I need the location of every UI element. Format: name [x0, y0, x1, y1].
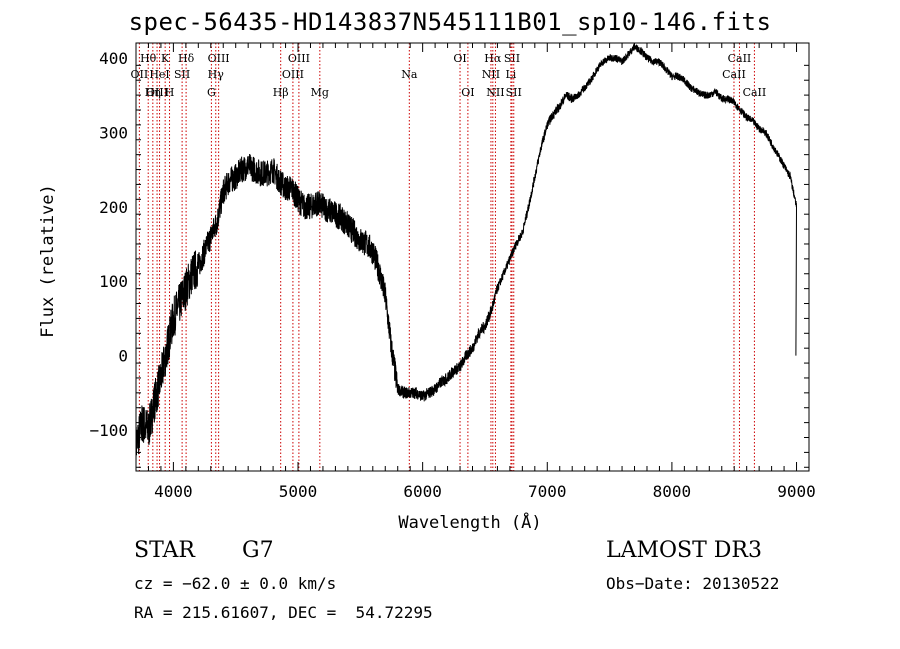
- marker-label: Hδ: [178, 52, 195, 65]
- marker-label: H: [165, 86, 175, 99]
- marker-label: Mg: [311, 86, 329, 99]
- x-tick-label: 8000: [653, 482, 692, 501]
- obs-date: Obs−Date: 20130522: [606, 574, 780, 593]
- survey-name: LAMOST DR3: [606, 538, 762, 563]
- series-layer: [135, 43, 798, 466]
- marker-label: CaII: [722, 68, 746, 81]
- x-tick-label: 7000: [528, 482, 567, 501]
- chart-title: spec-56435-HD143837N545111B01_sp10-146.f…: [128, 8, 772, 36]
- marker-label: HeI: [149, 68, 169, 81]
- marker-label: SII: [506, 86, 522, 99]
- redshift-cz: cz = −62.0 ± 0.0 km/s: [134, 574, 337, 593]
- plot-frame: [135, 42, 810, 472]
- y-axis-label: Flux (relative): [38, 184, 58, 338]
- marker-label: OIII: [208, 52, 230, 65]
- marker-label: NII: [482, 68, 500, 81]
- marker-label: OII: [131, 68, 149, 81]
- coordinates: RA = 215.61607, DEC = 54.72295: [134, 603, 433, 622]
- marker-label: NII: [486, 86, 504, 99]
- marker-label: Hγ: [208, 68, 225, 81]
- x-tick-label: 9000: [777, 482, 816, 501]
- y-tick-label: −100: [89, 421, 128, 440]
- ticks: 4000 5000 6000 7000 8000 9000 −100 0 100 200 300 40…: [89, 43, 816, 501]
- marker-label: Li: [505, 68, 516, 81]
- marker-label: SII: [174, 68, 190, 81]
- marker-label: Hβ: [273, 86, 289, 99]
- marker-label: OIII: [288, 52, 310, 65]
- y-tick-label: 200: [99, 198, 128, 217]
- x-tick-label: 6000: [403, 482, 442, 501]
- y-tick-label: 400: [99, 49, 128, 68]
- marker-label: SII: [504, 52, 520, 65]
- y-tick-label: 0: [118, 347, 128, 366]
- object-class: STAR: [134, 538, 195, 563]
- x-tick-label: 4000: [154, 482, 193, 501]
- spectrum-line: [135, 43, 798, 466]
- x-tick-label: 5000: [279, 482, 318, 501]
- axes: [135, 42, 810, 472]
- marker-label: Hα: [484, 52, 502, 65]
- marker-label: Hη: [145, 86, 161, 99]
- y-tick-label: 100: [99, 272, 128, 291]
- subclass: G7: [242, 538, 274, 563]
- marker-label: OIII: [282, 68, 304, 81]
- marker-label: Na: [401, 68, 418, 81]
- marker-label: OI: [453, 52, 466, 65]
- marker-label: Hθ: [140, 52, 157, 65]
- marker-label: OI: [461, 86, 474, 99]
- marker-label: G: [207, 86, 216, 99]
- marker-label: K: [161, 52, 170, 65]
- marker-label: CaII: [743, 86, 767, 99]
- x-axis-label: Wavelength (Å): [398, 511, 541, 533]
- marker-label: CaII: [728, 52, 752, 65]
- marker-label: OIII: [146, 86, 168, 99]
- y-tick-label: 300: [99, 123, 128, 142]
